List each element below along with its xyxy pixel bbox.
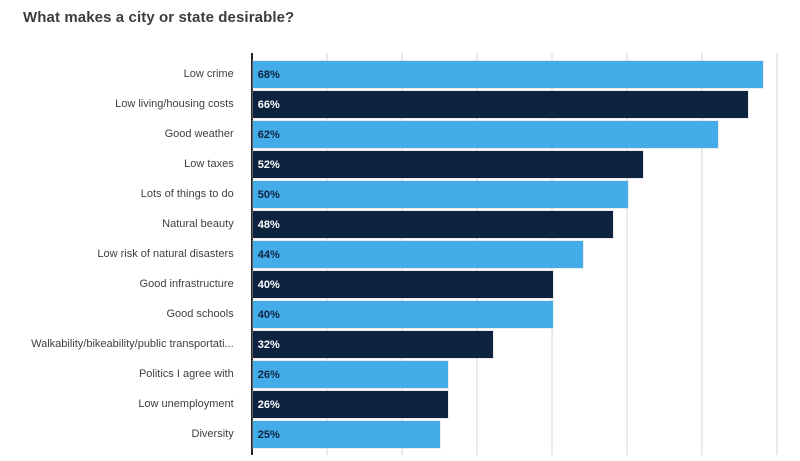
bar: 50% <box>252 181 628 208</box>
bar: 66% <box>252 91 748 118</box>
bar: 52% <box>252 151 643 178</box>
value-label: 68% <box>257 68 280 81</box>
category-label: Politics I agree with <box>138 368 234 380</box>
bar: 40% <box>252 271 553 298</box>
bar-row: Low unemployment 26% <box>0 391 800 421</box>
category-label: Good infrastructure <box>139 278 234 290</box>
bar-cell: 40% <box>252 271 800 298</box>
category-label: Good weather <box>164 128 234 140</box>
bar-row: Low living/housing costs 66% <box>0 91 800 121</box>
bar-row: Low crime 68% <box>0 61 800 91</box>
bar-chart-plot: Low crime 68% Low living/housing costs 6… <box>0 53 800 455</box>
category-label: Lots of things to do <box>140 188 234 200</box>
value-label: 26% <box>257 368 280 381</box>
bar-row: Good weather 62% <box>0 121 800 151</box>
bar-cell: 50% <box>252 181 800 208</box>
bar-cell: 62% <box>252 121 800 148</box>
bar-row: Diversity 25% <box>0 421 800 451</box>
gridline <box>626 53 628 455</box>
value-label: 25% <box>257 428 280 441</box>
bar-cell: 26% <box>252 361 800 388</box>
category-label: Low crime <box>183 68 234 80</box>
bar: 40% <box>252 301 553 328</box>
bar-cell: 40% <box>252 301 800 328</box>
bar: 68% <box>252 61 763 88</box>
value-label: 48% <box>257 218 280 231</box>
category-label: Natural beauty <box>162 218 234 230</box>
value-label: 40% <box>257 308 280 321</box>
category-label: Low unemployment <box>138 398 234 410</box>
bar: 26% <box>252 361 448 388</box>
chart-title: What makes a city or state desirable? <box>23 9 295 26</box>
category-label: Low living/housing costs <box>115 98 234 110</box>
value-label: 62% <box>257 128 280 141</box>
gridline <box>701 53 703 455</box>
bar-rows: Low crime 68% Low living/housing costs 6… <box>0 61 800 451</box>
bar-cell: 44% <box>252 241 800 268</box>
bar-cell: 26% <box>252 391 800 418</box>
bar: 44% <box>252 241 583 268</box>
bar: 32% <box>252 331 493 358</box>
value-label: 26% <box>257 398 280 411</box>
bar-cell: 68% <box>252 61 800 88</box>
bar-cell: 66% <box>252 91 800 118</box>
value-label: 66% <box>257 98 280 111</box>
value-label: 52% <box>257 158 280 171</box>
value-label: 44% <box>257 248 280 261</box>
y-axis-line <box>251 53 253 455</box>
bar: 48% <box>252 211 613 238</box>
category-label: Good schools <box>166 308 234 320</box>
value-label: 50% <box>257 188 280 201</box>
category-label: Low risk of natural disasters <box>97 248 234 260</box>
bar-row: Walkability/bikeability/public transport… <box>0 331 800 361</box>
bar-row: Low taxes 52% <box>0 151 800 181</box>
bar-row: Lots of things to do 50% <box>0 181 800 211</box>
bar-row: Natural beauty 48% <box>0 211 800 241</box>
bar-row: Good infrastructure 40% <box>0 271 800 301</box>
bar-cell: 52% <box>252 151 800 178</box>
bar: 26% <box>252 391 448 418</box>
category-label: Walkability/bikeability/public transport… <box>31 338 234 350</box>
gridline <box>776 53 778 455</box>
bar-cell: 25% <box>252 421 800 448</box>
bar-row: Good schools 40% <box>0 301 800 331</box>
bar-row: Low risk of natural disasters 44% <box>0 241 800 271</box>
bar-cell: 32% <box>252 331 800 358</box>
value-label: 32% <box>257 338 280 351</box>
value-label: 40% <box>257 278 280 291</box>
category-label: Diversity <box>191 428 234 440</box>
bar: 62% <box>252 121 718 148</box>
bar-row: Politics I agree with 26% <box>0 361 800 391</box>
category-label: Low taxes <box>184 158 234 170</box>
bar-cell: 48% <box>252 211 800 238</box>
bar: 25% <box>252 421 441 448</box>
